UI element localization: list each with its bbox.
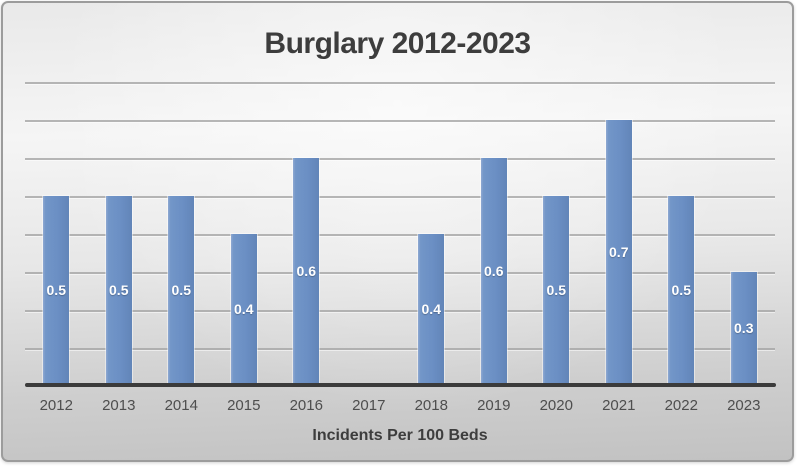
bar-data-label: 0.5 bbox=[171, 282, 191, 298]
x-tick-label-2014: 2014 bbox=[164, 397, 198, 414]
x-tick-label-2017: 2017 bbox=[352, 397, 386, 414]
bar-data-label: 0.4 bbox=[234, 301, 254, 317]
x-tick-label-2013: 2013 bbox=[102, 397, 136, 414]
bar-data-label: 0.4 bbox=[421, 301, 441, 317]
bar-2023: 0.3 bbox=[730, 272, 757, 386]
gridline bbox=[25, 310, 775, 312]
bar-data-label: 0.6 bbox=[296, 263, 316, 279]
bar-2016: 0.6 bbox=[293, 158, 320, 386]
bar-data-label: 0.5 bbox=[109, 282, 129, 298]
bar-2015: 0.4 bbox=[230, 234, 257, 386]
gridline bbox=[25, 120, 775, 122]
bar-data-label: 0.3 bbox=[734, 320, 754, 336]
x-tick-label-2021: 2021 bbox=[602, 397, 636, 414]
chart-frame: Burglary 2012-2023 0.5 0.5 0.5 0.4 0.6 0.4 0.6… bbox=[1, 1, 794, 462]
x-tick-label-2022: 2022 bbox=[664, 397, 698, 414]
bar-2014: 0.5 bbox=[168, 196, 195, 386]
gridline bbox=[25, 234, 775, 236]
bar-2019: 0.6 bbox=[480, 158, 507, 386]
bar-data-label: 0.6 bbox=[484, 263, 504, 279]
x-tick-label-2023: 2023 bbox=[727, 397, 761, 414]
chart-title: Burglary 2012-2023 bbox=[264, 27, 531, 60]
bar-2020: 0.5 bbox=[543, 196, 570, 386]
gridline bbox=[25, 272, 775, 274]
gridline bbox=[25, 158, 775, 160]
x-tick-label-2012: 2012 bbox=[39, 397, 73, 414]
gridline bbox=[25, 348, 775, 350]
bar-2018: 0.4 bbox=[418, 234, 445, 386]
x-axis-tick-labels: 2012 2013 2014 2015 2016 2017 2018 2019 2020 2021… bbox=[25, 397, 775, 417]
bar-2013: 0.5 bbox=[105, 196, 132, 386]
x-axis-title: Incidents Per 100 Beds bbox=[312, 427, 488, 444]
x-tick-label-2019: 2019 bbox=[477, 397, 511, 414]
x-tick-label-2018: 2018 bbox=[414, 397, 448, 414]
gridline bbox=[25, 196, 775, 198]
bar-data-label: 0.5 bbox=[46, 282, 66, 298]
bar-2012: 0.5 bbox=[43, 196, 70, 386]
bar-data-label: 0.7 bbox=[609, 244, 629, 260]
bar-data-label: 0.5 bbox=[671, 282, 691, 298]
x-tick-label-2015: 2015 bbox=[227, 397, 261, 414]
bar-data-label: 0.5 bbox=[546, 282, 566, 298]
plot-area: 0.5 0.5 0.5 0.4 0.6 0.4 0.6 0.5 0.7 0.5 0.3 bbox=[25, 82, 775, 386]
x-axis-line bbox=[25, 383, 776, 387]
x-tick-label-2016: 2016 bbox=[289, 397, 323, 414]
bar-2022: 0.5 bbox=[668, 196, 695, 386]
bar-2021: 0.7 bbox=[605, 120, 632, 386]
x-tick-label-2020: 2020 bbox=[539, 397, 573, 414]
gridline bbox=[25, 82, 775, 84]
